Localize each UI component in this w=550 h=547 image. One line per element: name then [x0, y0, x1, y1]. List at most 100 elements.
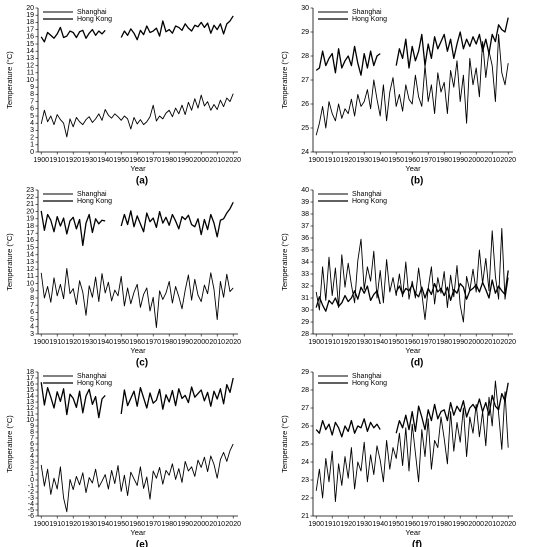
x-tick-label: 1920 [340, 339, 356, 346]
y-tick-label: 14 [26, 252, 34, 259]
x-tick-label: 1920 [340, 521, 356, 528]
x-tick-label: 2020 [500, 157, 516, 164]
y-tick-label: 12 [26, 62, 34, 69]
y-tick-label: 7 [30, 435, 34, 442]
x-tick-label: 2010 [209, 339, 225, 346]
y-tick-label: 5 [30, 316, 34, 323]
legend-label: Hong Kong [77, 198, 112, 205]
y-tick-label: 25 [301, 125, 309, 132]
y-tick-label: 19 [26, 12, 34, 19]
y-tick-label: 24 [301, 149, 309, 156]
x-tick-label: 1910 [324, 339, 340, 346]
y-tick-label: 9 [30, 288, 34, 295]
y-tick-label: 13 [26, 399, 34, 406]
x-tick-label: 1980 [436, 339, 452, 346]
y-tick-label: 17 [26, 375, 34, 382]
x-tick-label: 1960 [404, 157, 420, 164]
x-tick-label: 1910 [324, 521, 340, 528]
y-tick-label: 13 [26, 259, 34, 266]
x-tick-label: 1980 [436, 521, 452, 528]
y-tick-label: 18 [26, 223, 34, 230]
y-tick-label: 14 [26, 393, 34, 400]
y-tick-label: 5 [30, 447, 34, 454]
x-tick-label: 2020 [225, 339, 241, 346]
series-line [315, 33, 509, 136]
x-tick-label: 1990 [177, 521, 193, 528]
panel-label: (a) [136, 176, 148, 187]
y-axis-title: Temperature (°C) [5, 51, 14, 109]
x-axis-title: Year [130, 346, 146, 355]
x-tick-label: 1950 [388, 339, 404, 346]
y-tick-label: 3 [30, 331, 34, 338]
x-tick-label: 2000 [468, 157, 484, 164]
y-tick-label: -1 [28, 483, 34, 490]
x-tick-label: 2020 [500, 521, 516, 528]
y-tick-label: 20 [26, 208, 34, 215]
x-tick-label: 1980 [161, 339, 177, 346]
y-tick-label: 5 [30, 113, 34, 120]
x-tick-label: 1900 [33, 521, 49, 528]
y-tick-label: 3 [30, 127, 34, 134]
y-tick-label: 27 [301, 77, 309, 84]
series-line [315, 380, 509, 503]
y-tick-label: 4 [30, 120, 34, 127]
y-tick-label: 33 [301, 271, 309, 278]
x-tick-label: 1960 [129, 157, 145, 164]
y-tick-label: 2 [30, 134, 34, 141]
y-tick-label: 30 [301, 5, 309, 12]
y-tick-label: 8 [30, 295, 34, 302]
y-tick-label: 34 [301, 259, 309, 266]
y-tick-label: 24 [301, 459, 309, 466]
x-tick-label: 1980 [161, 157, 177, 164]
series-line [40, 201, 234, 247]
x-tick-label: 1900 [33, 339, 49, 346]
y-tick-label: 7 [30, 302, 34, 309]
y-tick-label: 13 [26, 55, 34, 62]
y-tick-label: 27 [301, 405, 309, 412]
x-axis-title: Year [405, 528, 421, 537]
y-tick-label: 39 [301, 199, 309, 206]
y-tick-label: 21 [301, 513, 309, 520]
y-tick-label: 20 [26, 5, 34, 12]
series-line [40, 268, 234, 328]
y-tick-label: 28 [301, 387, 309, 394]
x-tick-label: 1940 [372, 521, 388, 528]
legend-label: Shanghai [352, 9, 382, 16]
y-tick-label: 10 [26, 417, 34, 424]
y-tick-label: 22 [301, 495, 309, 502]
y-tick-label: 18 [26, 19, 34, 26]
x-tick-label: 1930 [81, 339, 97, 346]
x-tick-label: 1950 [113, 157, 129, 164]
x-axis-title: Year [130, 164, 146, 173]
series-line [315, 382, 509, 438]
x-tick-label: 1990 [452, 521, 468, 528]
x-tick-label: 1970 [145, 157, 161, 164]
y-tick-label: 8 [30, 91, 34, 98]
x-tick-label: 1900 [33, 157, 49, 164]
y-tick-label: 31 [301, 295, 309, 302]
x-tick-label: 1970 [145, 339, 161, 346]
y-tick-label: 1 [30, 471, 34, 478]
x-tick-label: 1990 [452, 157, 468, 164]
x-tick-label: 2010 [209, 521, 225, 528]
x-tick-label: 1960 [404, 521, 420, 528]
y-tick-label: 3 [30, 459, 34, 466]
y-tick-label: 4 [30, 453, 34, 460]
x-tick-label: 1990 [177, 157, 193, 164]
x-tick-label: 1900 [308, 157, 324, 164]
y-tick-label: 32 [301, 283, 309, 290]
x-tick-label: 1970 [420, 157, 436, 164]
panel-label: (e) [136, 540, 148, 547]
y-tick-label: 8 [30, 429, 34, 436]
x-tick-label: 2010 [209, 157, 225, 164]
x-tick-label: 1960 [129, 521, 145, 528]
legend-label: Hong Kong [352, 198, 387, 205]
legend-label: Shanghai [77, 191, 107, 198]
x-tick-label: 1990 [452, 339, 468, 346]
y-tick-label: 6 [30, 441, 34, 448]
y-tick-label: 38 [301, 211, 309, 218]
